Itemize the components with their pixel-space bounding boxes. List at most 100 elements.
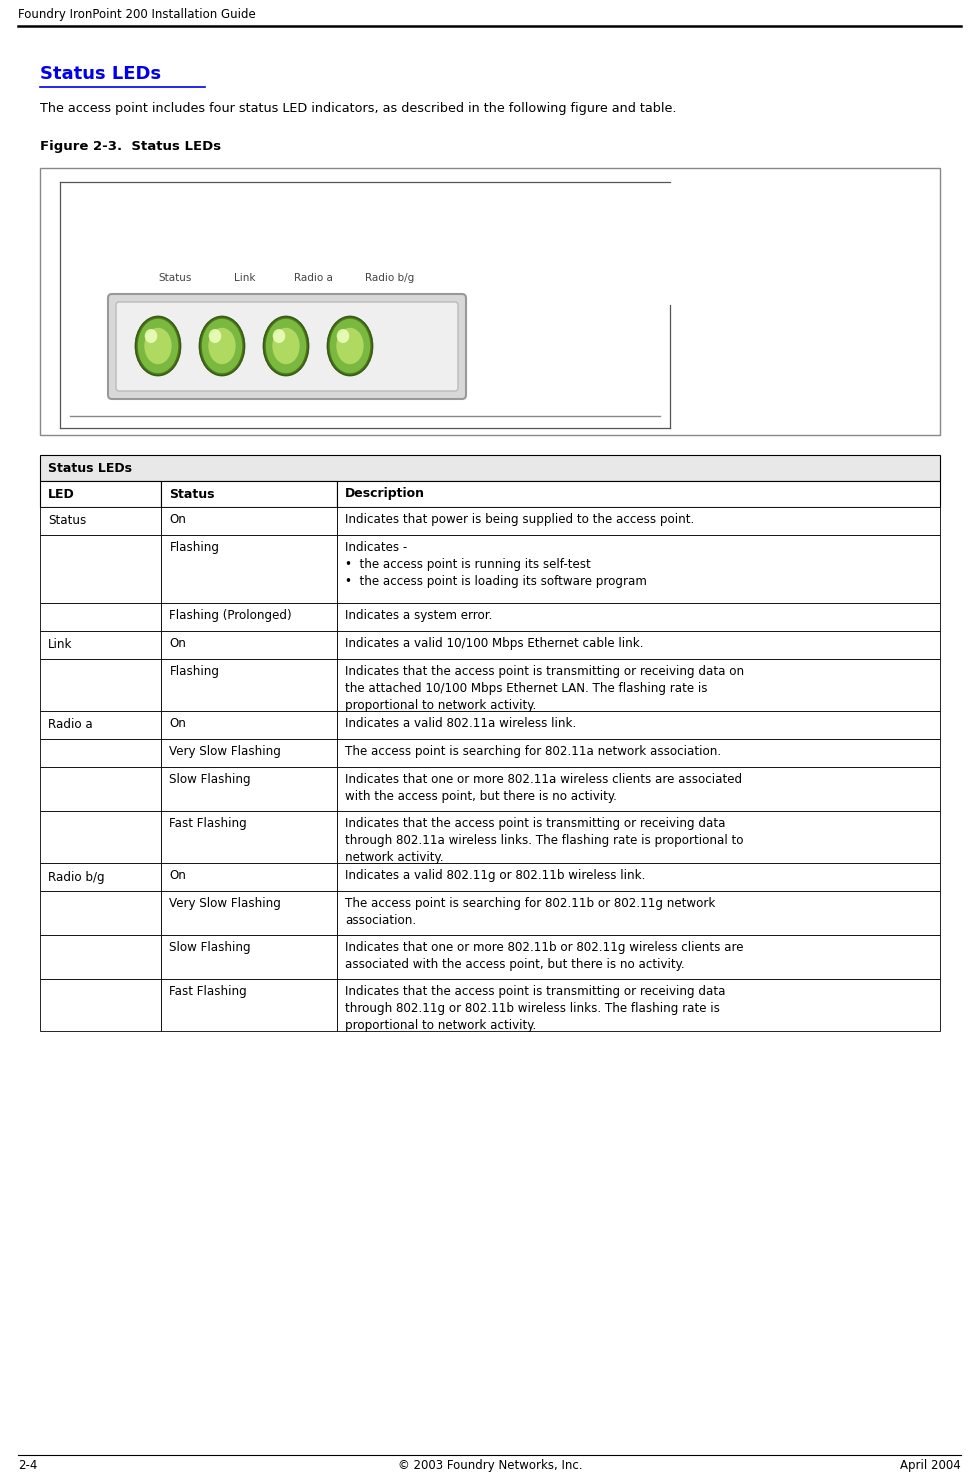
Ellipse shape: [137, 317, 179, 374]
Bar: [336, 658, 939, 710]
Bar: [161, 863, 336, 891]
Text: Indicates a valid 802.11g or 802.11b wireless link.: Indicates a valid 802.11g or 802.11b wir…: [344, 869, 645, 882]
Bar: [40, 979, 161, 1031]
Text: On: On: [169, 716, 186, 730]
Bar: [336, 811, 939, 863]
Bar: [336, 604, 939, 630]
Text: LED: LED: [48, 488, 74, 500]
Bar: [40, 168, 939, 435]
Ellipse shape: [327, 316, 373, 377]
Bar: [40, 480, 161, 507]
Text: Slow Flashing: Slow Flashing: [169, 942, 251, 954]
Text: On: On: [169, 869, 186, 882]
Text: Indicates that power is being supplied to the access point.: Indicates that power is being supplied t…: [344, 513, 693, 526]
Text: Indicates that the access point is transmitting or receiving data on
the attache: Indicates that the access point is trans…: [344, 664, 743, 712]
Text: Status: Status: [169, 488, 215, 500]
Ellipse shape: [265, 317, 307, 374]
Ellipse shape: [145, 329, 157, 343]
Text: Indicates a valid 10/100 Mbps Ethernet cable link.: Indicates a valid 10/100 Mbps Ethernet c…: [344, 638, 643, 650]
Bar: [40, 811, 161, 863]
Text: Flashing: Flashing: [169, 664, 219, 678]
Bar: [336, 979, 939, 1031]
Text: Fast Flashing: Fast Flashing: [169, 817, 247, 830]
Text: April 2004: April 2004: [900, 1459, 960, 1473]
Ellipse shape: [273, 329, 285, 343]
Bar: [161, 767, 336, 811]
Bar: [161, 979, 336, 1031]
Text: 2-4: 2-4: [18, 1459, 37, 1473]
Bar: [40, 934, 161, 979]
Bar: [336, 767, 939, 811]
Ellipse shape: [208, 329, 221, 343]
FancyBboxPatch shape: [108, 294, 466, 399]
Text: The access point is searching for 802.11b or 802.11g network
association.: The access point is searching for 802.11…: [344, 897, 715, 927]
Text: Indicates -
•  the access point is running its self-test
•  the access point is : Indicates - • the access point is runnin…: [344, 541, 646, 587]
Ellipse shape: [199, 316, 244, 377]
Bar: [40, 767, 161, 811]
Bar: [161, 934, 336, 979]
Text: Status LEDs: Status LEDs: [40, 65, 161, 83]
Bar: [336, 891, 939, 934]
Text: Indicates a valid 802.11a wireless link.: Indicates a valid 802.11a wireless link.: [344, 716, 576, 730]
Text: Flashing: Flashing: [169, 541, 219, 555]
Text: Radio a: Radio a: [293, 273, 333, 283]
Text: The access point includes four status LED indicators, as described in the follow: The access point includes four status LE…: [40, 102, 676, 116]
Bar: [161, 535, 336, 604]
Bar: [336, 507, 939, 535]
Ellipse shape: [144, 328, 171, 365]
Text: On: On: [169, 513, 186, 526]
Bar: [40, 863, 161, 891]
Bar: [40, 710, 161, 739]
Text: Radio a: Radio a: [48, 718, 93, 731]
Bar: [161, 658, 336, 710]
Bar: [161, 604, 336, 630]
Text: On: On: [169, 638, 186, 650]
Bar: [336, 739, 939, 767]
Text: Radio b/g: Radio b/g: [48, 871, 105, 884]
Bar: [336, 480, 939, 507]
Bar: [40, 455, 939, 480]
Text: Description: Description: [344, 488, 424, 500]
Bar: [161, 739, 336, 767]
Bar: [40, 630, 161, 658]
Text: Very Slow Flashing: Very Slow Flashing: [169, 744, 281, 758]
Text: Figure 2-3.  Status LEDs: Figure 2-3. Status LEDs: [40, 139, 221, 153]
Ellipse shape: [329, 317, 371, 374]
Text: Indicates that the access point is transmitting or receiving data
through 802.11: Indicates that the access point is trans…: [344, 985, 725, 1032]
Text: Indicates that one or more 802.11a wireless clients are associated
with the acce: Indicates that one or more 802.11a wirel…: [344, 773, 741, 802]
Bar: [336, 710, 939, 739]
Text: Very Slow Flashing: Very Slow Flashing: [169, 897, 281, 911]
Ellipse shape: [208, 328, 236, 365]
Text: Status LEDs: Status LEDs: [48, 461, 132, 475]
Ellipse shape: [263, 316, 309, 377]
Bar: [40, 658, 161, 710]
Bar: [161, 507, 336, 535]
Bar: [161, 630, 336, 658]
Text: The access point is searching for 802.11a network association.: The access point is searching for 802.11…: [344, 744, 721, 758]
Text: Indicates a system error.: Indicates a system error.: [344, 610, 492, 621]
Ellipse shape: [272, 328, 299, 365]
Bar: [40, 604, 161, 630]
Text: Slow Flashing: Slow Flashing: [169, 773, 251, 786]
Text: Status: Status: [48, 515, 86, 528]
Bar: [336, 934, 939, 979]
Bar: [40, 507, 161, 535]
Bar: [40, 535, 161, 604]
Bar: [336, 535, 939, 604]
Text: Indicates that one or more 802.11b or 802.11g wireless clients are
associated wi: Indicates that one or more 802.11b or 80…: [344, 942, 742, 971]
Ellipse shape: [200, 317, 243, 374]
Bar: [161, 710, 336, 739]
Bar: [161, 891, 336, 934]
Text: Link: Link: [234, 273, 255, 283]
Ellipse shape: [336, 328, 363, 365]
Text: © 2003 Foundry Networks, Inc.: © 2003 Foundry Networks, Inc.: [397, 1459, 582, 1473]
Text: Status: Status: [158, 273, 192, 283]
Bar: [336, 863, 939, 891]
Text: Indicates that the access point is transmitting or receiving data
through 802.11: Indicates that the access point is trans…: [344, 817, 742, 865]
Text: Flashing (Prolonged): Flashing (Prolonged): [169, 610, 291, 621]
Bar: [40, 891, 161, 934]
FancyBboxPatch shape: [115, 303, 458, 392]
Text: Foundry IronPoint 200 Installation Guide: Foundry IronPoint 200 Installation Guide: [18, 7, 255, 21]
Bar: [161, 811, 336, 863]
Bar: [336, 630, 939, 658]
